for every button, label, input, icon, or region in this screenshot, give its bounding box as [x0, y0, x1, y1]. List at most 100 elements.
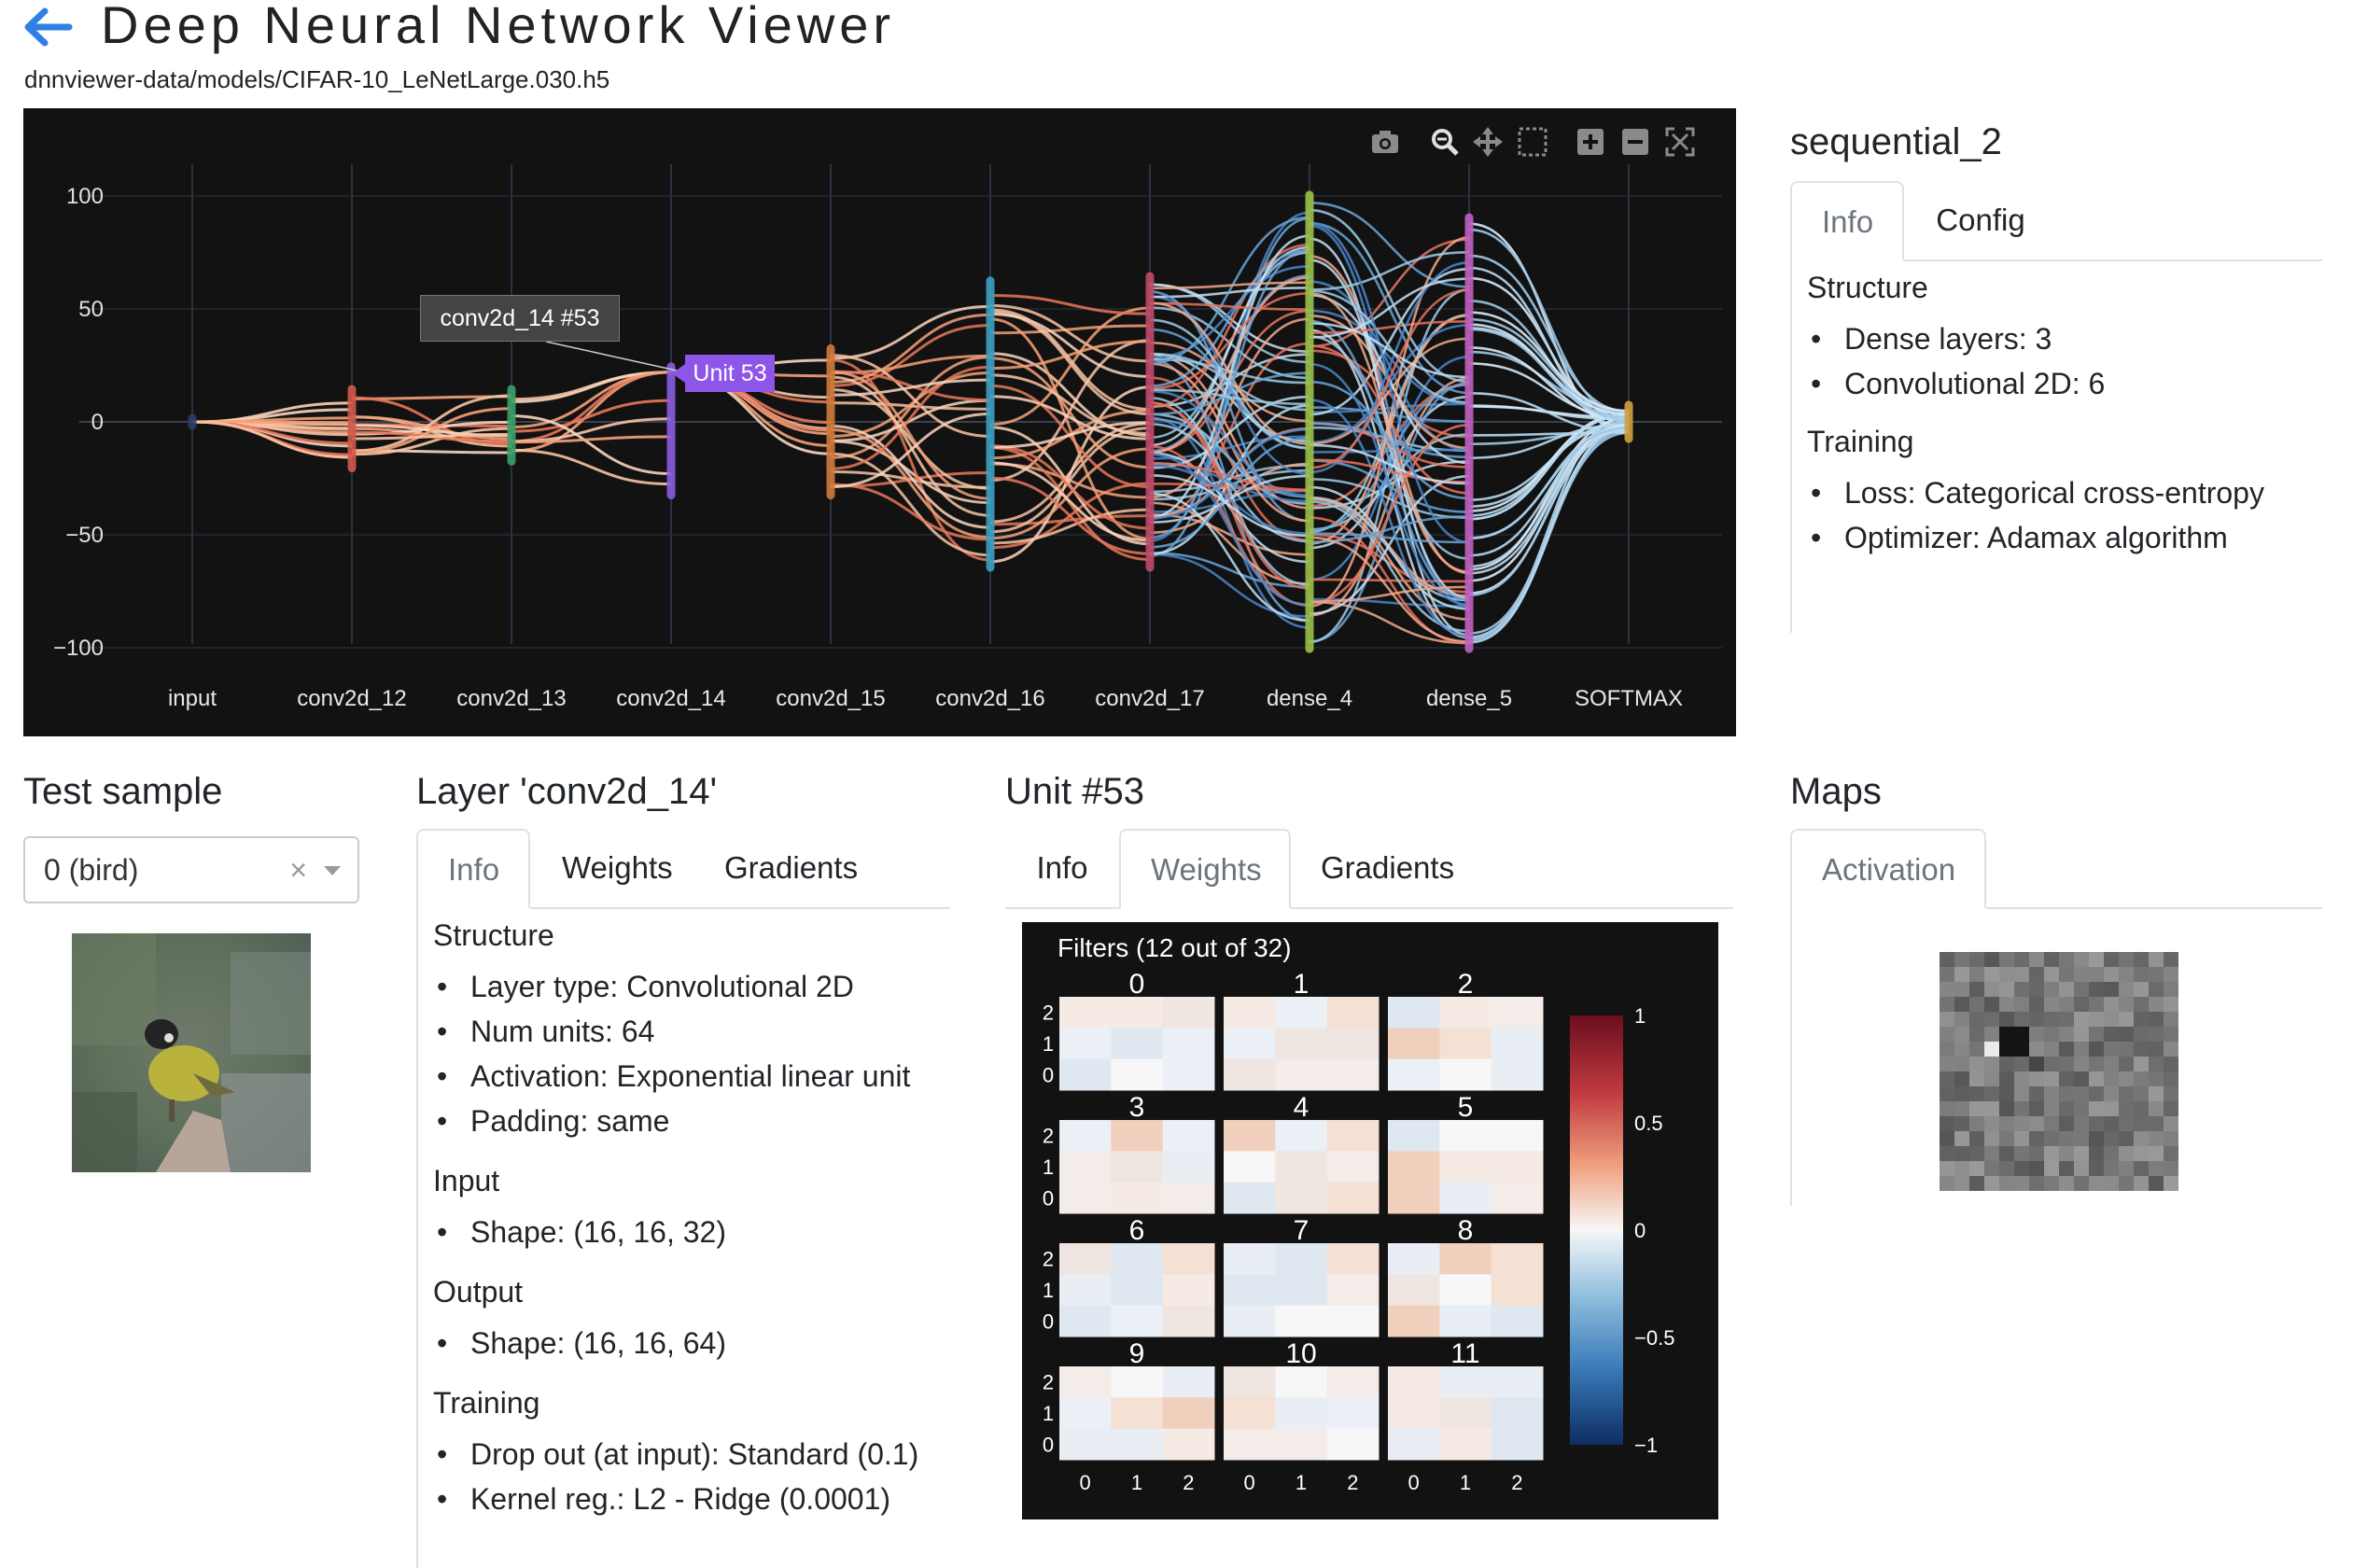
connection-line [1309, 221, 1470, 544]
colorbar-tick-label: −1 [1634, 1434, 1658, 1457]
layer-label[interactable]: conv2d_17 [1095, 686, 1204, 711]
connection-line [989, 508, 1151, 545]
filter-cell [1275, 1243, 1328, 1275]
zoom-in-icon[interactable] [1577, 129, 1604, 155]
filter-cell [1162, 1397, 1215, 1430]
filter-cell [1388, 1274, 1440, 1307]
tab-unit-weights[interactable]: Weights [1119, 829, 1291, 909]
row-tick-label: 0 [1043, 1433, 1054, 1456]
filter-cell [1059, 1243, 1112, 1275]
layer-label[interactable]: conv2d_13 [456, 686, 566, 711]
hover-tooltip-unit: Unit 53 [685, 355, 775, 392]
tab-layer-info[interactable]: Info [416, 829, 530, 909]
connection-line [989, 446, 1151, 562]
layer-label[interactable]: input [168, 686, 217, 711]
tab-model-info[interactable]: Info [1790, 181, 1904, 261]
connection-line [1149, 234, 1310, 519]
filter-cell [1491, 1397, 1544, 1430]
plot-modebar [1363, 121, 1736, 159]
layer-input-heading: Input [433, 1164, 500, 1197]
filter-cell [1111, 1028, 1164, 1060]
connection-line [1468, 423, 1630, 460]
pan-icon[interactable] [1473, 127, 1503, 157]
layer-label[interactable]: conv2d_12 [297, 686, 406, 711]
test-sample-title: Test sample [23, 771, 223, 812]
y-tick-label: 50 [78, 297, 104, 322]
maps-panel-title: Maps [1790, 771, 1882, 812]
connection-line [351, 427, 512, 456]
connection-line [1149, 276, 1310, 455]
y-tick-label: −100 [53, 636, 104, 661]
connection-line [989, 317, 1151, 540]
connection-line [1309, 443, 1470, 485]
box-select-icon[interactable] [1518, 127, 1548, 157]
tab-model-config[interactable]: Config [1936, 203, 2025, 237]
filter-cell [1059, 1397, 1112, 1430]
row-tick-label: 0 [1043, 1186, 1054, 1210]
filter-cell [1326, 1182, 1380, 1214]
layer-label[interactable]: dense_5 [1426, 686, 1512, 711]
col-tick-label: 0 [1080, 1471, 1091, 1494]
tab-layer-gradients[interactable]: Gradients [724, 850, 859, 885]
list-item: Activation: Exponential linear unit [433, 1054, 918, 1099]
connection-line [1149, 464, 1310, 535]
connection-line [191, 416, 353, 424]
filter-cell [1439, 1182, 1492, 1214]
filter-cell [1162, 1120, 1215, 1152]
filter-cell [1224, 1366, 1276, 1398]
test-sample-select[interactable]: 0 (bird) × [23, 836, 359, 903]
autoscale-icon[interactable] [1665, 127, 1695, 157]
connection-line [1468, 421, 1630, 596]
chevron-down-icon[interactable] [324, 866, 341, 875]
connection-line [1149, 492, 1310, 623]
filter-cell [1439, 1366, 1492, 1398]
filter-cell [1388, 1243, 1440, 1275]
filter-cell [1491, 1366, 1544, 1398]
filter-cell [1275, 1428, 1328, 1461]
connection-line [1149, 513, 1310, 556]
connection-line [1309, 236, 1470, 608]
connection-line [1309, 597, 1470, 608]
tab-unit-info[interactable]: Info [1036, 850, 1088, 885]
connection-line [1468, 414, 1630, 639]
clear-icon[interactable]: × [289, 853, 307, 887]
connection-line [1149, 301, 1310, 446]
list-item: Layer type: Convolutional 2D [433, 964, 918, 1009]
connection-line [1468, 428, 1630, 575]
filter-cell [1491, 1274, 1544, 1307]
layer-training-list: Drop out (at input): Standard (0.1) Kern… [433, 1432, 918, 1521]
filter-cell [1111, 1305, 1164, 1337]
layer-label[interactable]: SOFTMAX [1575, 686, 1683, 711]
connection-line [1309, 288, 1470, 469]
filter-cell [1059, 997, 1112, 1029]
filter-cell [1162, 997, 1215, 1029]
layer-label[interactable]: dense_4 [1267, 686, 1352, 711]
connection-line [830, 375, 991, 517]
filter-cell [1491, 1151, 1544, 1183]
tab-unit-gradients[interactable]: Gradients [1321, 850, 1455, 885]
layer-label[interactable]: conv2d_16 [935, 686, 1044, 711]
connection-line [1309, 335, 1470, 560]
layer-label[interactable]: conv2d_14 [616, 686, 725, 711]
layer-training-heading: Training [433, 1386, 540, 1420]
layer-label[interactable]: conv2d_15 [776, 686, 885, 711]
filter-cell [1059, 1274, 1112, 1307]
filter-cell [1439, 1058, 1492, 1091]
tab-layer-weights[interactable]: Weights [562, 850, 673, 885]
row-tick-label: 2 [1043, 1001, 1054, 1025]
zoom-icon[interactable] [1432, 129, 1459, 156]
zoom-out-icon[interactable] [1622, 129, 1648, 155]
connection-line [830, 304, 991, 360]
filter-cell [1439, 1243, 1492, 1275]
tab-maps-activation[interactable]: Activation [1790, 829, 1986, 909]
connection-line [1149, 553, 1310, 618]
network-graph[interactable]: 100 50 0 −50 −100 input conv2d_12 conv2d_13 con… [23, 108, 1736, 736]
filter-cell [1162, 1366, 1215, 1398]
connection-line [511, 448, 672, 486]
filter-cell [1162, 1028, 1215, 1060]
camera-icon[interactable] [1372, 131, 1398, 153]
network-graph-canvas[interactable]: 100 50 0 −50 −100 input conv2d_12 conv2d_13 con… [23, 108, 1736, 736]
back-arrow-icon[interactable] [21, 4, 75, 50]
filter-cell [1162, 1428, 1215, 1461]
